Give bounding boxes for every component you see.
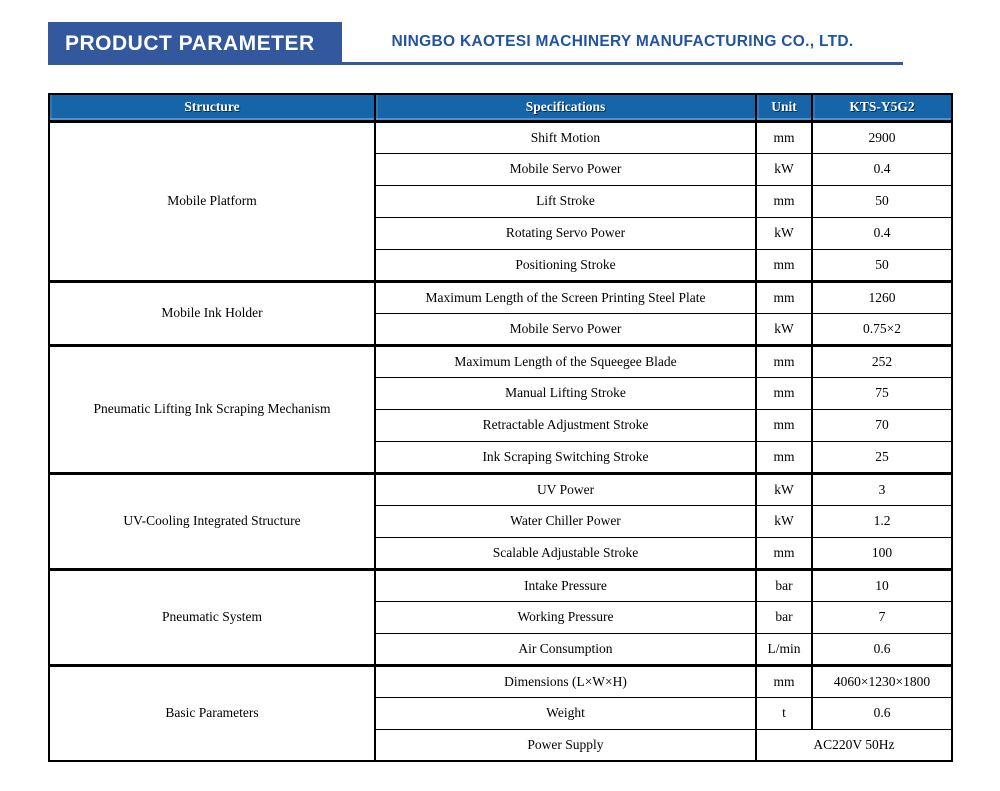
structure-cell: Pneumatic System [48,567,376,666]
specification-cell: Weight [374,696,757,730]
value-cell: 10 [811,567,953,602]
specification-cell: Shift Motion [374,119,757,154]
structure-cell: Mobile Ink Holder [48,279,376,346]
product-parameter-table: Structure Specifications Unit KTS-Y5G2 M… [48,93,953,762]
value-cell: 50 [811,184,953,218]
unit-cell: L/min [755,632,813,666]
unit-cell: bar [755,567,813,602]
value-cell: 3 [811,471,953,506]
table-row: Mobile Ink Holder Maximum Length of the S… [48,279,953,346]
spec-table-body: Mobile Platform Shift Motion mm 2900 Mobile … [48,119,953,762]
table-row: Pneumatic System Intake Pressure bar 10 [48,567,953,666]
value-cell: 70 [811,408,953,442]
specification-cell: Rotating Servo Power [374,216,757,250]
value-cell: 0.4 [811,216,953,250]
column-header-specifications: Specifications [374,93,757,122]
table-row: Basic Parameters Dimensions (L×W×H) mm 4060… [48,663,953,762]
structure-cell: Mobile Platform [48,119,376,282]
unit-cell: t [755,696,813,730]
specification-cell: Lift Stroke [374,184,757,218]
banner-underline [342,62,903,65]
specification-cell: Working Pressure [374,600,757,634]
specification-cell: Maximum Length of the Squeegee Blade [374,343,757,378]
unit-cell: mm [755,343,813,378]
unit-cell: bar [755,600,813,634]
value-cell: 0.6 [811,696,953,730]
specification-cell: Dimensions (L×W×H) [374,663,757,698]
unit-cell: mm [755,119,813,154]
unit-cell: mm [755,408,813,442]
value-cell: 0.75×2 [811,312,953,346]
unit-cell: kW [755,471,813,506]
value-cell: 50 [811,248,953,282]
unit-cell: kW [755,216,813,250]
unit-cell: mm [755,248,813,282]
page-title: PRODUCT PARAMETER [65,31,315,55]
column-header-structure: Structure [48,93,376,122]
specification-cell: Retractable Adjustment Stroke [374,408,757,442]
value-cell: 252 [811,343,953,378]
table-row: Manual Lifting Stroke mm 75 [49,376,953,410]
table-row: UV-Cooling Integrated Structure UV Power k… [48,471,953,570]
table-row: Scalable Adjustable Stroke mm 100 [49,536,953,570]
value-cell: 4060×1230×1800 [811,663,953,698]
table-row: Positioning Stroke mm 50 [49,248,953,282]
title-banner: PRODUCT PARAMETER [48,22,342,65]
specification-cell: Manual Lifting Stroke [374,376,757,410]
value-cell: 75 [811,376,953,410]
column-header-unit: Unit [755,93,813,122]
table-row: Water Chiller Power kW 1.2 [49,504,953,538]
table-row: Lift Stroke mm 50 [49,184,953,218]
specification-cell: Power Supply [374,728,757,762]
column-header-model: KTS-Y5G2 [811,93,953,122]
table-row: Retractable Adjustment Stroke mm 70 [49,408,953,442]
table-row: Ink Scraping Switching Stroke mm 25 [49,440,953,474]
specification-cell: Air Consumption [374,632,757,666]
value-cell: 7 [811,600,953,634]
specification-cell: Mobile Servo Power [374,152,757,186]
table-row: Power Supply AC220V 50Hz [49,728,953,762]
unit-cell: kW [755,504,813,538]
value-cell: 0.4 [811,152,953,186]
unit-cell: mm [755,663,813,698]
specification-cell: UV Power [374,471,757,506]
structure-cell: Basic Parameters [48,663,376,762]
unit-cell: mm [755,440,813,474]
table-row: Mobile Servo Power kW 0.4 [49,152,953,186]
value-cell: 1260 [811,279,953,314]
specification-cell: Positioning Stroke [374,248,757,282]
structure-cell: UV-Cooling Integrated Structure [48,471,376,570]
value-cell: 0.6 [811,632,953,666]
table-row: Working Pressure bar 7 [49,600,953,634]
table-header-row: Structure Specifications Unit KTS-Y5G2 [48,93,953,122]
unit-cell: mm [755,376,813,410]
company-name: NINGBO KAOTESI MACHINERY MANUFACTURING C… [391,33,854,50]
specification-cell: Water Chiller Power [374,504,757,538]
unit-cell: kW [755,312,813,346]
specification-cell: Maximum Length of the Screen Printing St… [374,279,757,314]
unit-cell: kW [755,152,813,186]
value-cell: 1.2 [811,504,953,538]
structure-cell: Pneumatic Lifting Ink Scraping Mechanism [48,343,376,474]
specification-cell: Scalable Adjustable Stroke [374,536,757,570]
value-cell: 100 [811,536,953,570]
unit-cell: mm [755,536,813,570]
table-header: Structure Specifications Unit KTS-Y5G2 [48,93,953,122]
specification-cell: Intake Pressure [374,567,757,602]
unit-cell: mm [755,279,813,314]
value-cell: 25 [811,440,953,474]
table-row: Mobile Servo Power kW 0.75×2 [49,312,953,346]
table-row: Mobile Platform Shift Motion mm 2900 [48,119,953,282]
value-cell: 2900 [811,119,953,154]
unit-cell: mm [755,184,813,218]
specification-cell: Mobile Servo Power [374,312,757,346]
specification-cell: Ink Scraping Switching Stroke [374,440,757,474]
table-row: Rotating Servo Power kW 0.4 [49,216,953,250]
merged-value-cell: AC220V 50Hz [755,728,953,762]
table-row: Pneumatic Lifting Ink Scraping Mechanism… [48,343,953,474]
